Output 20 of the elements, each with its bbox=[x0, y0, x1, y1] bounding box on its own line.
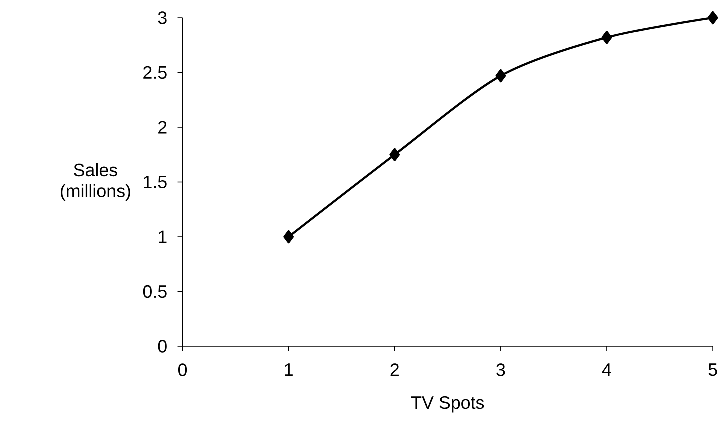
point bbox=[390, 148, 400, 162]
point bbox=[602, 30, 612, 44]
y-tick-label: 0 bbox=[158, 340, 167, 353]
y-tick-label: 1.5 bbox=[144, 176, 167, 188]
y-tick-label: 2 bbox=[158, 121, 167, 134]
point bbox=[496, 69, 506, 82]
point bbox=[284, 230, 294, 244]
x-tick-label: 3 bbox=[496, 363, 506, 376]
y-tick-label: 0.5 bbox=[143, 285, 167, 298]
x-tick-label: 4 bbox=[602, 363, 612, 376]
y-tick-label: 2.5 bbox=[144, 66, 167, 79]
x-tick-label: 2 bbox=[390, 363, 399, 376]
y-tick-label: 3 bbox=[158, 11, 167, 24]
y-axis-title: Sales (millions) bbox=[60, 163, 130, 201]
point bbox=[708, 11, 718, 24]
x-tick-label: 1 bbox=[285, 363, 293, 376]
y-tick-label: 1 bbox=[159, 230, 167, 243]
x-tick-label: 0 bbox=[178, 363, 188, 376]
x-axis-title: TV Spots bbox=[411, 396, 484, 413]
x-tick-label: 5 bbox=[708, 363, 718, 376]
